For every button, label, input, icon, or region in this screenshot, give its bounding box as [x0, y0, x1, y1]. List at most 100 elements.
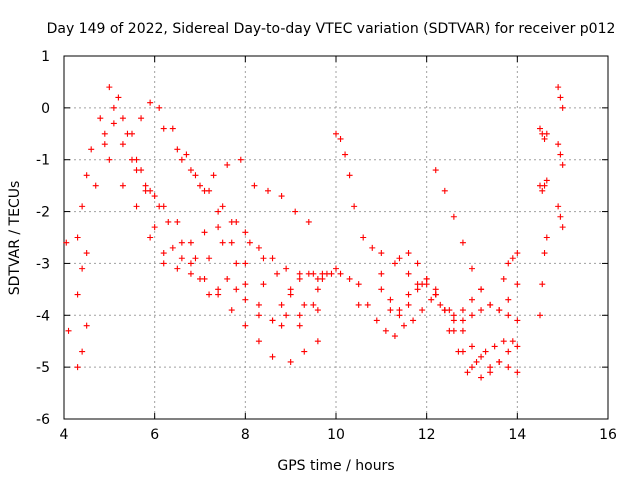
data-point	[119, 115, 126, 122]
data-point	[351, 203, 358, 210]
data-point	[337, 270, 344, 277]
data-point	[147, 99, 154, 106]
data-point	[101, 130, 108, 137]
data-point	[310, 270, 317, 277]
data-point	[260, 255, 267, 262]
data-point	[219, 203, 226, 210]
data-point	[215, 224, 222, 231]
data-point	[178, 156, 185, 163]
data-point	[373, 317, 380, 324]
y-tick-label: -1	[36, 153, 50, 169]
data-point	[450, 317, 457, 324]
data-point	[174, 265, 181, 272]
data-point	[138, 115, 145, 122]
x-axis-label: GPS time / hours	[277, 458, 394, 474]
data-point	[110, 104, 117, 111]
data-point	[450, 312, 457, 319]
data-point	[110, 120, 117, 127]
data-point	[428, 296, 435, 303]
data-point	[500, 338, 507, 345]
data-point	[543, 130, 550, 137]
data-point	[305, 218, 312, 225]
data-point	[537, 125, 543, 132]
data-point	[419, 307, 426, 314]
data-point	[242, 260, 249, 267]
data-point	[160, 260, 167, 267]
series-arc-a	[63, 239, 72, 334]
data-point	[514, 317, 521, 324]
data-point	[391, 333, 398, 340]
data-point	[233, 286, 240, 293]
data-point	[210, 172, 217, 179]
data-point	[401, 322, 407, 329]
series-arc-s	[432, 167, 521, 314]
data-point	[215, 208, 222, 215]
data-point	[269, 353, 276, 360]
data-point	[192, 172, 199, 179]
data-point	[206, 291, 213, 298]
data-point	[151, 224, 158, 231]
data-point	[92, 182, 99, 189]
data-point	[505, 348, 512, 355]
y-tick-label: 0	[41, 101, 50, 117]
data-point	[192, 255, 199, 262]
data-point	[543, 177, 550, 184]
y-tick-label: -6	[36, 412, 50, 428]
data-point	[74, 291, 81, 298]
data-point	[160, 250, 167, 257]
data-point	[183, 151, 190, 158]
data-point	[514, 343, 521, 350]
data-point	[410, 317, 417, 324]
data-point	[314, 286, 321, 293]
data-point	[469, 343, 475, 350]
data-point	[432, 291, 439, 298]
data-point	[505, 296, 512, 303]
data-point	[459, 327, 466, 334]
data-point	[260, 281, 267, 288]
data-point	[478, 307, 485, 314]
y-tick-label: -2	[36, 205, 50, 221]
data-point	[119, 141, 126, 148]
data-point	[215, 286, 222, 293]
data-point	[541, 250, 548, 257]
data-point	[174, 146, 181, 153]
y-tick-label: 1	[41, 49, 50, 65]
data-point	[487, 364, 494, 371]
series-arc-j	[160, 125, 326, 282]
data-point	[224, 275, 231, 282]
data-point	[557, 94, 564, 101]
data-point	[88, 146, 95, 153]
data-point	[133, 203, 140, 210]
data-point	[83, 322, 90, 329]
data-point	[119, 182, 126, 189]
data-point	[142, 182, 149, 189]
data-point	[360, 234, 367, 241]
data-point	[278, 322, 285, 329]
data-point	[228, 239, 235, 246]
series-arc-z	[555, 203, 566, 231]
series-arc-x	[555, 84, 566, 111]
data-point	[187, 270, 194, 277]
data-point	[142, 187, 149, 194]
data-point	[537, 312, 543, 319]
tick-labels: 4 6 8 10 12 14 16 -6 -5 -4 -3 -2 -1 0 1	[36, 49, 617, 443]
data-point	[505, 312, 512, 319]
data-point	[292, 208, 299, 215]
data-point	[464, 369, 471, 376]
data-point	[378, 250, 385, 257]
data-point	[396, 255, 403, 262]
data-point	[459, 307, 466, 314]
data-point	[74, 234, 81, 241]
data-point	[414, 260, 421, 267]
data-point	[543, 234, 550, 241]
data-point	[559, 224, 566, 231]
data-point	[169, 244, 176, 251]
data-point	[478, 286, 485, 293]
x-tick-label: 8	[241, 427, 250, 443]
data-point	[557, 151, 564, 158]
data-point	[287, 286, 294, 293]
data-point	[541, 135, 548, 142]
data-point	[165, 218, 172, 225]
data-point	[387, 296, 394, 303]
